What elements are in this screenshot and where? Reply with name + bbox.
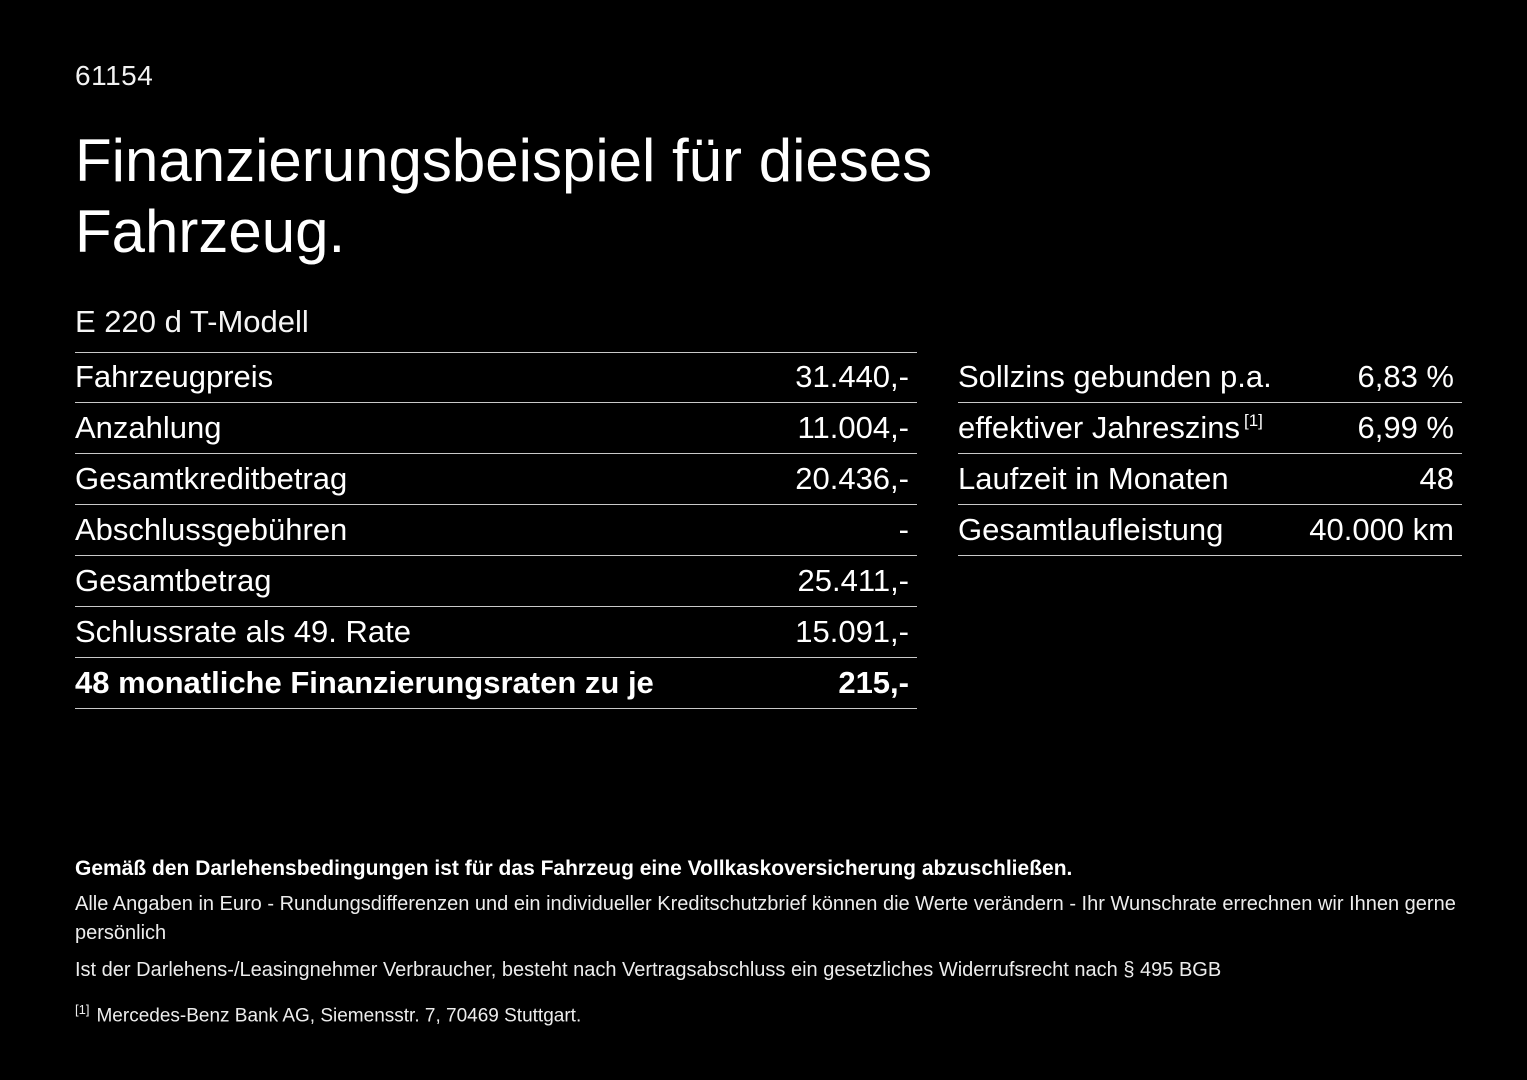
table-row-gesamtbetrag: Gesamtbetrag 25.411,- <box>75 556 917 607</box>
table-row-schlussrate: Schlussrate als 49. Rate 15.091,- <box>75 607 917 658</box>
row-value: 20.436,- <box>795 460 909 496</box>
footnote-reference: [1] <box>1244 411 1263 431</box>
financing-table-right: Sollzins gebunden p.a. 6,83 % effektiver… <box>958 352 1462 556</box>
row-label: Abschlussgebühren <box>75 511 348 547</box>
row-label: Gesamtkreditbetrag <box>75 460 348 496</box>
row-value: 6,99 % <box>1357 409 1454 445</box>
disclaimer-note-1: Alle Angaben in Euro - Rundungsdifferenz… <box>75 892 1456 944</box>
insurance-note: Gemäß den Darlehensbedingungen ist für d… <box>75 856 1073 880</box>
table-row-gesamtlaufleistung: Gesamtlaufleistung 40.000 km <box>958 505 1462 556</box>
row-value: 15.091,- <box>795 613 909 649</box>
row-value: 48 <box>1419 460 1454 496</box>
table-row-monatsrate: 48 monatliche Finanzierungsraten zu je 2… <box>75 658 917 709</box>
row-value: - <box>898 511 909 547</box>
vehicle-model: E 220 d T-Modell <box>75 303 309 339</box>
footnote-text: Mercedes-Benz Bank AG, Siemensstr. 7, 70… <box>96 1004 582 1026</box>
bank-footnote: [1] Mercedes-Benz Bank AG, Siemensstr. 7,… <box>75 1002 1462 1027</box>
page-title: Finanzierungsbeispiel für dieses Fahrzeu… <box>75 126 1462 268</box>
table-row-fahrzeugpreis: Fahrzeugpreis 31.440,- <box>75 351 917 403</box>
row-label: 48 monatliche Finanzierungsraten zu je <box>75 664 654 700</box>
row-value: 6,83 % <box>1357 358 1454 394</box>
reference-number: 61154 <box>75 60 154 91</box>
footnote-marker: [1] <box>75 1001 90 1017</box>
row-label: Sollzins gebunden p.a. <box>958 358 1272 394</box>
row-label: Schlussrate als 49. Rate <box>75 613 412 649</box>
page-title-line1: Finanzierungsbeispiel für dieses <box>75 127 933 194</box>
table-row-anzahlung: Anzahlung 11.004,- <box>75 403 917 454</box>
row-label: Anzahlung <box>75 409 222 445</box>
table-row-sollzins: Sollzins gebunden p.a. 6,83 % <box>958 352 1462 403</box>
financing-tables: Fahrzeugpreis 31.440,- Anzahlung 11.004,… <box>75 351 1462 709</box>
page-title-line2: Fahrzeug. <box>75 197 346 265</box>
table-row-gesamtkreditbetrag: Gesamtkreditbetrag 20.436,- <box>75 454 917 505</box>
row-value: 31.440,- <box>795 359 909 395</box>
disclaimer-note-2: Ist der Darlehens-/Leasingnehmer Verbrau… <box>75 958 1222 981</box>
financing-table-left: Fahrzeugpreis 31.440,- Anzahlung 11.004,… <box>75 351 917 709</box>
table-row-laufzeit: Laufzeit in Monaten 48 <box>958 454 1462 505</box>
row-label: Gesamtbetrag <box>75 562 272 598</box>
row-label: Laufzeit in Monaten <box>958 460 1229 496</box>
row-label: Fahrzeugpreis <box>75 359 274 395</box>
row-value: 11.004,- <box>797 409 909 445</box>
table-row-abschlussgebuehren: Abschlussgebühren - <box>75 505 917 556</box>
row-value: 215,- <box>838 664 909 700</box>
row-value: 25.411,- <box>797 562 909 598</box>
row-label: Gesamtlaufleistung <box>958 511 1224 547</box>
legal-footer: Gemäß den Darlehensbedingungen ist für d… <box>75 857 1462 1027</box>
row-value: 40.000 km <box>1309 511 1454 547</box>
row-label: effektiver Jahreszins [1] <box>958 409 1263 445</box>
table-row-effektiver-jahreszins: effektiver Jahreszins [1] 6,99 % <box>958 403 1462 454</box>
